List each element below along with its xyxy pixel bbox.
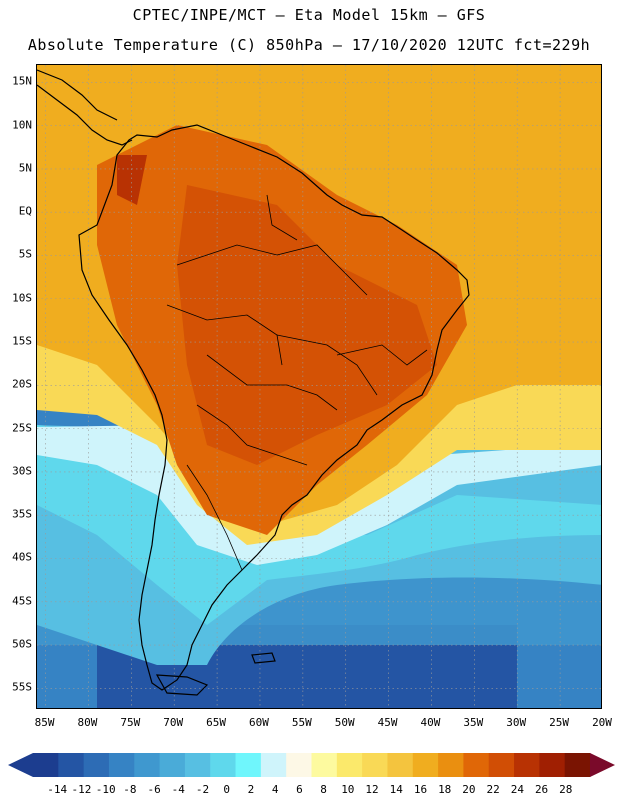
colorbar-tick-label: -2 — [195, 783, 210, 796]
latitude-label: 30S — [12, 464, 32, 478]
colorbar-tick-label: 28 — [559, 783, 573, 796]
colorbar-tick-label: -14 — [47, 783, 68, 796]
colorbar-swatch — [463, 753, 490, 777]
latitude-label: 15S — [12, 334, 32, 348]
colorbar-swatch — [488, 753, 515, 777]
colorbar-tick-label: 2 — [247, 783, 255, 796]
colorbar-swatch — [387, 753, 414, 777]
colorbar-tick-label: 22 — [486, 783, 500, 796]
longitude-label: 70W — [163, 716, 184, 729]
latitude-label: 15N — [12, 74, 32, 88]
latitude-label: 55S — [12, 680, 32, 694]
colorbar-swatch — [438, 753, 464, 777]
colorbar-swatch — [260, 753, 287, 777]
colorbar-tick-label: 16 — [413, 783, 428, 796]
longitude-label: 85W — [34, 716, 55, 729]
colorbar-swatch — [134, 753, 161, 777]
border-a — [176, 244, 368, 296]
colorbar-swatch — [159, 753, 186, 777]
longitude-label: 45W — [377, 716, 398, 729]
latitude-label: 20S — [12, 377, 32, 391]
latitude-label: 10S — [12, 291, 32, 305]
colorbar-swatch — [58, 753, 85, 777]
latitude-label: 25S — [12, 421, 32, 435]
latitude-label: EQ — [18, 204, 32, 218]
colorbar-tick-label: 12 — [365, 783, 379, 796]
colorbar-tick-label: 10 — [341, 783, 355, 796]
longitude-label: 55W — [291, 716, 312, 729]
border-d — [196, 404, 308, 466]
falkland-islands-coastline — [251, 652, 276, 664]
temperature-map[interactable] — [36, 64, 602, 709]
colorbar-tick-label: 20 — [462, 783, 476, 796]
map-title: CPTEC/INPE/MCT — Eta Model 15km — GFS — [132, 6, 486, 24]
colorbar-swatch — [336, 753, 363, 777]
latitude-label: 50S — [12, 637, 32, 651]
colorbar-tick-label: -8 — [123, 783, 137, 796]
longitude-label: 30W — [506, 716, 527, 729]
tierra-del-fuego-coastline — [155, 674, 209, 696]
colorbar-tick-label: 18 — [438, 783, 452, 796]
colorbar-swatch — [108, 753, 135, 777]
colorbar-tick-label: 26 — [534, 783, 549, 796]
colorbar-swatch — [514, 753, 540, 777]
colorbar-swatch — [286, 753, 312, 777]
longitude-label: 25W — [549, 716, 570, 729]
latitude-label: 35S — [12, 507, 32, 521]
colorbar-tick-label: -12 — [71, 783, 92, 796]
longitude-label: 75W — [120, 716, 141, 729]
longitude-label: 60W — [249, 716, 269, 729]
longitude-label: 80W — [77, 716, 98, 729]
shade-continent-hot — [177, 185, 437, 465]
colorbar-tick-label: -6 — [147, 783, 161, 796]
border-c — [206, 354, 338, 411]
colorbar-swatch — [184, 753, 211, 777]
coastlines — [37, 69, 470, 696]
colorbar-swatch — [412, 753, 439, 777]
colorbar-right-arrow — [590, 753, 615, 777]
border-g — [266, 194, 298, 241]
colorbar-tick-label: -4 — [171, 783, 185, 796]
colorbar-tick-label: 24 — [510, 783, 524, 796]
colorbar-swatch — [235, 753, 262, 777]
colorbar-tick-label: 14 — [389, 783, 403, 796]
country-borders — [166, 194, 428, 571]
longitude-label: 20W — [592, 716, 612, 729]
latitude-label: 5N — [18, 161, 32, 175]
central-america-coastline — [37, 84, 133, 146]
longitude-label: 65W — [206, 716, 227, 729]
colorbar-tick-label: 0 — [223, 783, 231, 796]
colorbar-tick-label: 4 — [271, 783, 279, 796]
colorbar-left-arrow — [8, 753, 33, 777]
border-e — [276, 334, 378, 396]
colorbar-swatch — [33, 753, 59, 777]
latitude-label: 45S — [12, 594, 32, 608]
colorbar-swatch — [83, 753, 110, 777]
colorbar-swatch — [362, 753, 388, 777]
colorbar-tick-label: -10 — [95, 783, 116, 796]
border-f — [186, 464, 243, 571]
latitude-label: 40S — [12, 550, 32, 564]
colorbar-swatch — [311, 753, 338, 777]
colorbar-swatch — [210, 753, 237, 777]
colorbar-tick-label: 8 — [320, 783, 327, 796]
map-subtitle: Absolute Temperature (C) 850hPa — 17/10/… — [27, 36, 591, 54]
color-legend — [8, 753, 615, 777]
border-b — [166, 304, 283, 366]
central-america-coastline-b — [37, 69, 118, 121]
longitude-label: 50W — [334, 716, 355, 729]
latitude-label: 10N — [12, 118, 32, 132]
colorbar-tick-label: 6 — [296, 783, 303, 796]
longitude-label: 40W — [420, 716, 441, 729]
latitude-label: 5S — [18, 247, 32, 261]
longitude-label: 35W — [463, 716, 484, 729]
border-h — [336, 344, 428, 366]
colorbar-swatch — [564, 753, 591, 777]
colorbar-swatch — [539, 753, 566, 777]
south-america-coastline — [78, 124, 470, 691]
shade-hot-spot — [117, 155, 147, 205]
